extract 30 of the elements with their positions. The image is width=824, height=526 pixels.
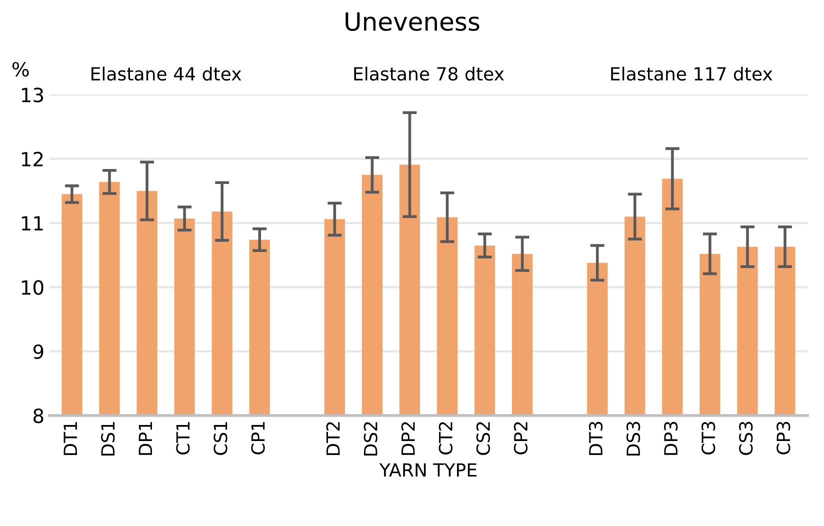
chart-title: Uneveness bbox=[346, 12, 480, 31]
x-axis-title: YARN TYPE bbox=[379, 463, 476, 477]
text: Elastane 44 dtex bbox=[92, 66, 242, 81]
x-tick-label: CS2 bbox=[476, 422, 490, 455]
x-tick-label: DP1 bbox=[138, 422, 152, 455]
x-tick-label: CS1 bbox=[214, 422, 228, 455]
x-tick-label: DS1 bbox=[101, 422, 115, 456]
x-tick-label: DT3 bbox=[588, 422, 603, 456]
y-tick-label: 10 bbox=[22, 280, 44, 295]
y-tick-label: 12 bbox=[22, 152, 43, 166]
y-tick-label: 9 bbox=[33, 344, 44, 360]
x-tick-label: CP3 bbox=[776, 422, 790, 454]
y-axis-title: % bbox=[12, 62, 29, 77]
x-tick-label: DS2 bbox=[364, 422, 378, 456]
y-tick-label: 13 bbox=[22, 88, 44, 102]
x-tick-label: DT1 bbox=[64, 422, 77, 456]
x-tick-label: DP3 bbox=[664, 422, 678, 455]
x-tick-label: DP2 bbox=[401, 422, 415, 455]
text: Elastane 117 dtex bbox=[611, 66, 772, 81]
y-tick-label: 8 bbox=[34, 408, 44, 424]
x-tick-label: CS3 bbox=[739, 422, 753, 455]
x-tick-label: DS3 bbox=[626, 422, 640, 456]
x-tick-label: CT2 bbox=[438, 422, 452, 455]
y-tick-label: 11 bbox=[22, 216, 43, 230]
x-tick-label: CP1 bbox=[251, 422, 265, 454]
x-tick-label: CP2 bbox=[514, 422, 528, 454]
x-tick-label: CT3 bbox=[702, 422, 716, 455]
x-tick-label: DT2 bbox=[326, 422, 340, 456]
text: Elastane 78 dtex bbox=[354, 66, 504, 81]
x-tick-label: CT1 bbox=[176, 422, 190, 455]
